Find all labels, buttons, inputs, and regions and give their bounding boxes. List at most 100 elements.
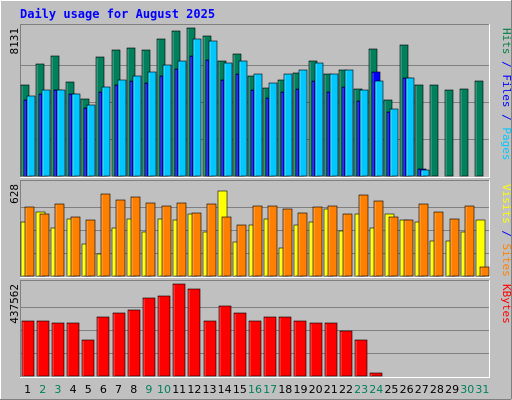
- bar-kbytes: [324, 322, 338, 377]
- day-label: 24: [369, 383, 383, 396]
- bar-pages: [374, 80, 384, 177]
- panel-legend: KBytes: [500, 284, 512, 324]
- bar-sites: [24, 206, 35, 277]
- bar-hits: [474, 80, 484, 177]
- day-label: 10: [157, 383, 171, 396]
- day-label: 22: [339, 383, 353, 396]
- day-label: 7: [115, 383, 122, 396]
- bar-sites: [252, 205, 263, 277]
- day-label: 8: [130, 383, 137, 396]
- panel-visits-sites: 628 Visits / Sites: [8, 180, 512, 278]
- day-label: 14: [218, 383, 232, 396]
- bar-kbytes: [157, 295, 171, 377]
- day-label: 5: [85, 383, 92, 396]
- bar-kbytes: [339, 330, 353, 377]
- day-label: 30: [460, 383, 474, 396]
- bar-pages: [208, 40, 218, 177]
- bar-pages: [192, 38, 202, 177]
- bar-sites: [221, 216, 232, 277]
- bar-sites: [176, 202, 187, 277]
- bar-kbytes: [309, 322, 323, 377]
- panel-ymax-label: 8131: [8, 28, 21, 55]
- day-label: 15: [233, 383, 247, 396]
- bar-kbytes: [187, 288, 201, 377]
- bar-pages: [177, 60, 187, 177]
- bar-kbytes: [81, 339, 95, 377]
- legend-entry: /: [500, 224, 512, 244]
- day-label: 20: [309, 383, 323, 396]
- bar-pages: [238, 60, 248, 177]
- day-label: 4: [70, 383, 77, 396]
- bar-kbytes: [142, 297, 156, 377]
- bar-kbytes: [96, 316, 110, 377]
- day-label: 29: [445, 383, 459, 396]
- bar-pages: [420, 169, 430, 177]
- bar-sites: [433, 211, 444, 277]
- legend-entry: Files: [500, 74, 512, 107]
- bar-sites: [206, 203, 217, 277]
- bar-sites: [358, 194, 369, 277]
- bar-pages: [132, 75, 142, 177]
- bar-sites: [373, 200, 384, 277]
- legend-entry: Sites: [500, 244, 512, 277]
- bar-hits: [459, 88, 469, 177]
- bar-pages: [298, 69, 308, 177]
- bar-sites: [282, 208, 293, 277]
- bar-kbytes: [218, 305, 232, 377]
- bar-kbytes: [21, 320, 35, 377]
- bar-sites: [297, 212, 308, 277]
- bar-sites: [236, 224, 247, 277]
- day-label: 23: [354, 383, 368, 396]
- bar-sites: [267, 205, 278, 277]
- day-label: 16: [248, 383, 262, 396]
- day-label: 27: [415, 383, 429, 396]
- day-label: 13: [203, 383, 217, 396]
- bar-pages: [389, 108, 399, 177]
- bar-sites: [479, 266, 490, 277]
- day-label: 3: [54, 383, 61, 396]
- bar-sites: [115, 199, 126, 277]
- day-label: 26: [400, 383, 414, 396]
- bar-pages: [117, 79, 127, 177]
- bar-pages: [41, 89, 51, 177]
- bar-pages: [359, 89, 369, 177]
- bar-hits: [444, 89, 454, 177]
- panel-hits-files-pages: 8131 Hits / Files / Pages: [8, 24, 512, 178]
- bar-sites: [403, 219, 414, 277]
- bar-pages: [147, 71, 157, 177]
- bar-sites: [130, 196, 141, 277]
- day-label: 28: [430, 383, 444, 396]
- bar-pages: [223, 62, 233, 177]
- day-label: 1: [24, 383, 31, 396]
- bar-sites: [327, 205, 338, 277]
- chart-title: Daily usage for August 2025: [20, 7, 215, 21]
- day-label: 31: [475, 383, 489, 396]
- day-label: 19: [293, 383, 307, 396]
- panel-ymax-label: 437562: [8, 284, 21, 324]
- panel-legend: Visits / Sites: [500, 184, 512, 277]
- bar-kbytes: [278, 316, 292, 377]
- bar-hits: [429, 84, 439, 177]
- bar-kbytes: [369, 372, 383, 377]
- bar-pages: [71, 93, 81, 177]
- legend-entry: /: [500, 108, 512, 128]
- bar-kbytes: [36, 320, 50, 377]
- bar-kbytes: [66, 322, 80, 377]
- day-labels: 1 2 3 4 5 6 7 8 9 10 11 12 13 14 15 16 17 18 19 20 21 22 23 24 2…: [24, 383, 489, 396]
- bar-kbytes: [51, 322, 65, 377]
- bar-kbytes: [233, 312, 247, 377]
- panels: 8131 Hits / Files / Pages 628 Visits / Site…: [8, 24, 512, 378]
- bar-kbytes: [263, 316, 277, 377]
- bar-sites: [191, 212, 202, 277]
- bar-pages: [253, 73, 263, 177]
- bar-kbytes: [203, 320, 217, 377]
- bar-kbytes: [127, 309, 141, 377]
- bar-pages: [314, 62, 324, 177]
- panel-ymax-label: 628: [8, 184, 21, 204]
- bar-pages: [26, 95, 36, 177]
- day-label: 21: [324, 383, 338, 396]
- bar-pages: [344, 69, 354, 177]
- bar-pages: [86, 104, 96, 177]
- panel-legend: Hits / Files / Pages: [500, 28, 512, 161]
- day-label: 25: [384, 383, 398, 396]
